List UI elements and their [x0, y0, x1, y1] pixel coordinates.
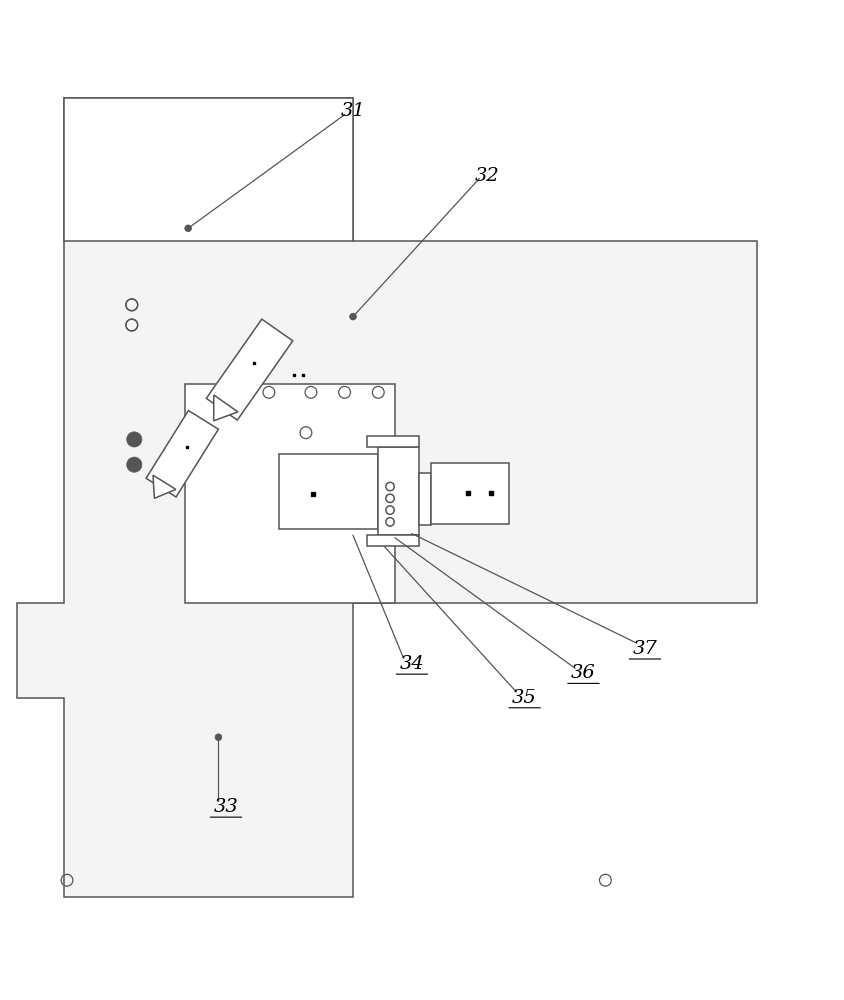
Text: 35: 35 — [512, 689, 537, 707]
Polygon shape — [64, 98, 353, 241]
Polygon shape — [185, 384, 395, 603]
Text: 36: 36 — [571, 664, 596, 682]
Bar — [419, 473, 431, 525]
Polygon shape — [146, 410, 219, 497]
Text: 37: 37 — [632, 640, 657, 658]
Bar — [431, 463, 509, 524]
Text: 33: 33 — [214, 798, 238, 816]
Polygon shape — [17, 98, 757, 897]
Text: 31: 31 — [341, 102, 365, 120]
Polygon shape — [153, 475, 176, 498]
Circle shape — [127, 432, 142, 447]
Circle shape — [127, 457, 142, 472]
Circle shape — [185, 225, 192, 232]
Polygon shape — [214, 395, 238, 421]
Bar — [279, 454, 378, 529]
Text: 34: 34 — [399, 655, 425, 673]
Polygon shape — [206, 319, 293, 420]
Bar — [378, 447, 419, 535]
Bar — [367, 436, 419, 447]
Circle shape — [349, 313, 356, 320]
Text: 32: 32 — [475, 167, 500, 185]
Bar — [367, 535, 419, 546]
Circle shape — [215, 734, 222, 741]
